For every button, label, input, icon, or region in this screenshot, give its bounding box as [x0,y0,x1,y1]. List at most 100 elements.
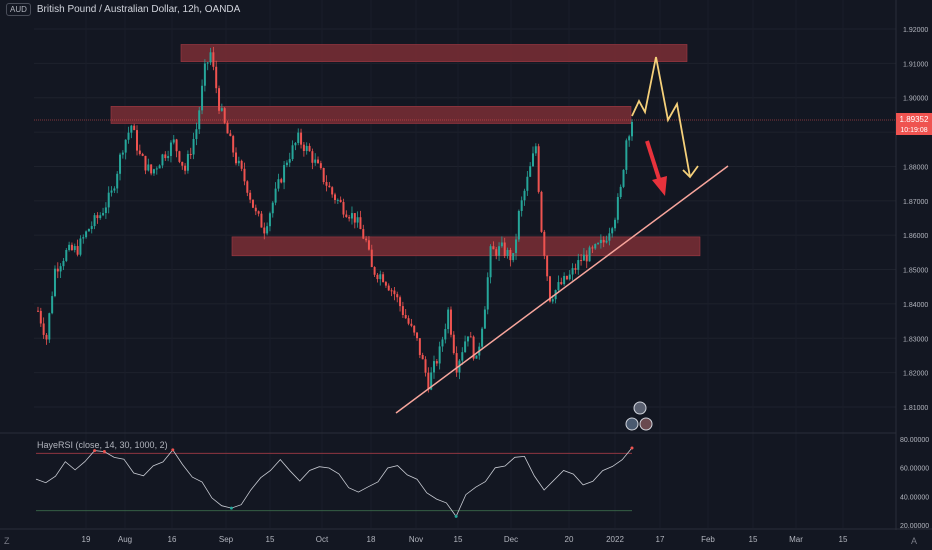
rsi-pane [0,432,896,518]
candle-body [585,254,588,262]
currency-badge[interactable]: AUD [6,3,31,16]
candle-body [220,108,223,111]
candle-body [175,139,178,152]
candle-body [203,63,206,86]
price-zone [110,106,632,124]
candle-body [356,217,359,223]
grid-lines [34,0,896,528]
time-tick-label: 19 [82,535,91,544]
candle-body [314,159,317,163]
candle-body [526,176,529,191]
candle-body [172,139,175,143]
candle-body [495,249,498,256]
avatar-icon[interactable] [633,401,647,415]
candle-body [70,244,73,250]
candle-body [588,247,591,262]
price-tick-label: 1.91000 [903,61,928,68]
candle-body [563,275,566,285]
candle-body [455,353,458,373]
candle-body [362,229,365,239]
candle-body [509,249,512,261]
candle-body [73,246,76,250]
avatar-icon[interactable] [639,417,653,431]
candle-body [178,151,181,162]
candle-body [254,207,257,212]
candle-body [223,108,226,123]
price-tick-label: 1.92000 [903,27,928,34]
last-price-value: 1.89352 [900,115,929,124]
candle-body [212,52,215,67]
rsi-overbought-mark [93,449,97,453]
avatar-icon[interactable] [625,417,639,431]
time-axis[interactable]: 19 Aug 16 Sep 15 Oct 18 Nov 15 Dec 20 2022 17 Feb 15 Ma… [0,528,932,544]
candle-body [141,153,144,156]
candle-body [116,173,119,189]
price-tick-label: 1.88000 [903,164,928,171]
candle-body [322,167,325,183]
candle-body [167,156,170,159]
candle-body [359,217,362,230]
candle-body [631,121,633,137]
candle-body [373,267,376,275]
projection-arrowhead [682,165,699,179]
candle-body [529,166,532,177]
candle-body [119,154,122,174]
candle-body [90,226,93,229]
candle-body [614,219,617,229]
auto-scale-button[interactable]: A [911,536,918,546]
candle-body [546,255,549,277]
candle-body [226,122,229,134]
candle-body [577,260,580,270]
bearish-arrow-shaft [645,140,662,183]
candle-body [404,315,407,319]
candle-body [390,290,393,292]
timezone-button[interactable]: Z [4,536,10,546]
candle-body [42,323,45,335]
candle-body [229,133,232,137]
time-tick-label: 15 [839,535,848,544]
time-tick-label: Oct [316,535,329,544]
candle-body [184,165,187,171]
candle-body [268,213,271,227]
trendline [395,165,729,414]
candle-body [82,237,85,239]
candle-body [568,274,571,280]
time-tick-label: Mar [789,535,803,544]
time-tick-label: 2022 [606,535,624,544]
candle-body [379,274,382,280]
candle-body [384,282,387,286]
candle-body [489,246,492,278]
rsi-overbought-mark [171,448,175,452]
candle-body [608,233,611,241]
candle-body [500,242,503,247]
time-tick-label: Nov [409,535,423,544]
candle-body [68,244,71,251]
candle-body [486,277,489,310]
candle-body [628,136,631,141]
candle-body [283,165,286,183]
candle-body [257,211,260,214]
candle-body [305,145,308,152]
candle-body [246,181,249,193]
candle-body [45,334,48,340]
candle-body [169,142,172,157]
indicator-label[interactable]: HayeRSI (close, 14, 30, 1000, 2) [37,440,168,450]
candle-body [79,238,82,255]
time-tick-label: 15 [454,535,463,544]
time-tick-label: 16 [168,535,177,544]
candle-body [285,162,288,166]
price-axis[interactable]: 1.920001.910001.900001.890001.880001.870… [895,0,928,530]
idea-avatars[interactable] [625,401,653,431]
rsi-line [35,447,633,518]
candle-body [580,260,583,262]
rsi-axis[interactable]: 80.00000 60.00000 40.00000 20.00000 [900,437,929,530]
candle-body [435,361,438,364]
candle-body [136,130,138,151]
candle-body [475,355,478,359]
candle-body [232,136,235,153]
candle-body [294,142,297,146]
candle-body [551,299,554,302]
candle-body [277,179,280,189]
candle-body [515,239,518,254]
